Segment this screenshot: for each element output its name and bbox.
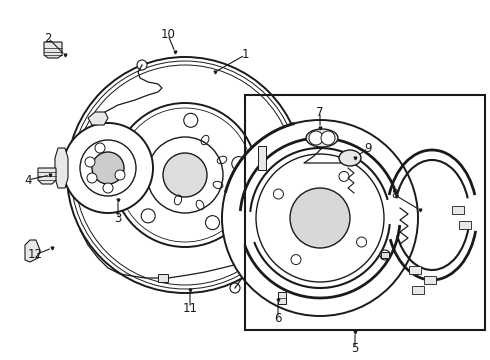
Text: 5: 5 xyxy=(351,342,359,355)
Circle shape xyxy=(321,131,335,145)
Bar xyxy=(258,146,266,170)
Text: 7: 7 xyxy=(316,105,324,118)
Polygon shape xyxy=(55,148,68,188)
Ellipse shape xyxy=(339,150,361,166)
Text: 3: 3 xyxy=(114,211,122,225)
Bar xyxy=(158,274,168,282)
Text: 6: 6 xyxy=(274,311,282,324)
Bar xyxy=(278,292,286,304)
Bar xyxy=(245,95,485,330)
Text: 12: 12 xyxy=(27,248,43,261)
Bar xyxy=(459,221,471,229)
Circle shape xyxy=(357,237,367,247)
Circle shape xyxy=(137,60,147,70)
Bar xyxy=(381,252,389,258)
Text: 2: 2 xyxy=(44,31,52,45)
Circle shape xyxy=(290,188,350,248)
Polygon shape xyxy=(25,240,40,262)
Circle shape xyxy=(147,137,223,213)
Polygon shape xyxy=(38,168,56,184)
Text: 10: 10 xyxy=(161,28,175,41)
Circle shape xyxy=(184,113,198,127)
Circle shape xyxy=(103,183,113,193)
Ellipse shape xyxy=(306,129,338,147)
Circle shape xyxy=(92,152,124,184)
Circle shape xyxy=(309,131,323,145)
Bar xyxy=(424,276,436,284)
Polygon shape xyxy=(44,42,62,58)
Circle shape xyxy=(128,146,142,159)
Circle shape xyxy=(230,283,240,293)
Circle shape xyxy=(113,103,257,247)
Circle shape xyxy=(141,209,155,223)
Bar xyxy=(409,266,421,274)
Text: 8: 8 xyxy=(392,189,399,202)
Circle shape xyxy=(115,170,125,180)
Circle shape xyxy=(222,120,418,316)
Circle shape xyxy=(291,255,301,265)
Text: 1: 1 xyxy=(241,49,249,62)
Circle shape xyxy=(87,173,97,183)
Circle shape xyxy=(67,57,303,293)
Circle shape xyxy=(256,154,384,282)
Circle shape xyxy=(339,171,349,181)
Bar xyxy=(412,286,424,294)
Circle shape xyxy=(273,189,283,199)
Circle shape xyxy=(80,140,136,196)
Circle shape xyxy=(380,250,390,260)
Circle shape xyxy=(232,157,246,171)
Circle shape xyxy=(95,143,105,153)
Circle shape xyxy=(205,216,220,230)
Text: 11: 11 xyxy=(182,302,197,315)
Circle shape xyxy=(85,157,95,167)
Polygon shape xyxy=(88,112,108,125)
Circle shape xyxy=(63,123,153,213)
Text: 4: 4 xyxy=(24,174,32,186)
Bar xyxy=(452,206,464,214)
Text: 9: 9 xyxy=(364,141,372,154)
Circle shape xyxy=(163,153,207,197)
